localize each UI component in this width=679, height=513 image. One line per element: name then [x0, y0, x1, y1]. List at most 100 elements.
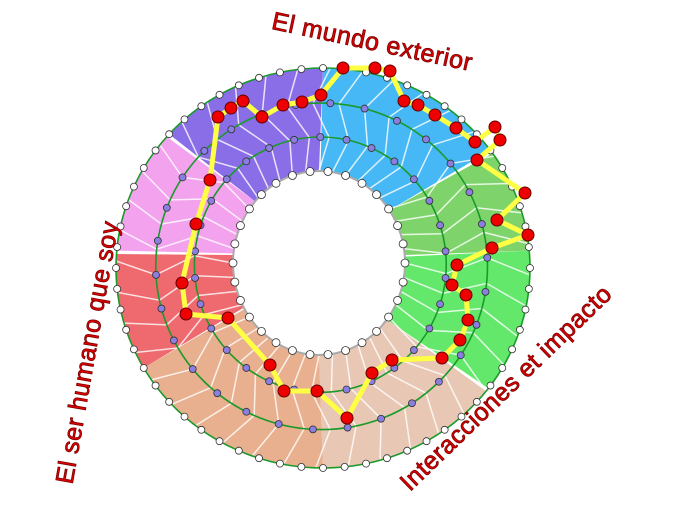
hole-node — [230, 239, 240, 249]
hole-node — [245, 312, 254, 322]
inner-node — [207, 324, 216, 333]
sector-beige — [319, 319, 487, 468]
inner-node — [265, 144, 273, 152]
mid-node — [274, 420, 283, 428]
outer-node — [234, 81, 243, 90]
mid-node — [408, 399, 416, 408]
hole-node — [372, 190, 381, 200]
red-node — [365, 366, 379, 380]
outer-node — [276, 68, 284, 77]
mesh-line — [400, 207, 523, 236]
mid-node — [377, 414, 385, 423]
red-node — [488, 120, 502, 134]
outer-node — [521, 305, 530, 314]
mid-node — [481, 287, 490, 296]
mesh-line — [395, 182, 511, 222]
red-node — [203, 173, 217, 187]
outer-node — [139, 164, 148, 172]
hole-node — [357, 178, 367, 188]
hole-node — [341, 346, 350, 355]
mesh-line — [344, 350, 382, 461]
mesh-line — [310, 354, 332, 469]
hole-node — [288, 171, 297, 180]
mid-node — [343, 423, 352, 432]
hole-node — [384, 312, 393, 322]
red-node — [490, 213, 504, 227]
inner-node — [367, 144, 376, 152]
hole-node — [228, 258, 238, 268]
mesh-line — [331, 71, 364, 173]
inner-node — [242, 364, 251, 372]
mid-node — [422, 135, 430, 144]
outer-node — [319, 464, 327, 472]
outer-node — [122, 202, 131, 211]
outer-node — [457, 115, 466, 124]
red-node — [277, 384, 291, 398]
mid-node — [157, 304, 166, 313]
sector-tan — [143, 309, 323, 468]
hole-node — [257, 190, 266, 200]
mesh-line — [128, 198, 238, 236]
mesh-line — [115, 254, 234, 276]
inner-node — [196, 300, 205, 308]
mesh-line — [251, 350, 294, 457]
inner-node — [222, 175, 231, 184]
mesh-line — [117, 275, 235, 302]
outer-node — [508, 345, 517, 354]
red-node — [445, 278, 459, 292]
hole-node — [384, 204, 393, 214]
red-node — [276, 98, 290, 112]
outer-node — [403, 446, 412, 455]
inner-node — [242, 157, 251, 166]
hole-node — [323, 350, 333, 359]
red-node — [211, 110, 225, 124]
hole-node — [236, 296, 245, 305]
inner-node — [207, 196, 216, 205]
outer-node — [383, 454, 391, 463]
mesh-line — [119, 229, 235, 251]
red-node — [461, 313, 475, 327]
outer-node — [197, 425, 206, 434]
sector-green-top — [389, 153, 530, 255]
hole-node — [341, 171, 350, 180]
inner-node — [441, 247, 450, 256]
mesh-line — [206, 101, 270, 189]
inner-node — [222, 346, 231, 354]
outer-node — [122, 325, 131, 334]
outer-node — [180, 115, 189, 124]
mesh-line — [395, 304, 505, 366]
mid-node — [456, 351, 465, 360]
mesh-line — [282, 353, 307, 465]
mid-node — [360, 104, 369, 113]
red-node — [468, 135, 482, 149]
mesh-line — [330, 353, 357, 467]
hole-node — [372, 326, 381, 336]
red-node — [189, 217, 203, 231]
sector-pink — [116, 136, 256, 254]
red-node — [179, 307, 193, 321]
red-node — [221, 311, 235, 325]
inner-node — [410, 175, 418, 184]
mid-node — [477, 220, 486, 228]
red-node — [493, 133, 507, 147]
mesh-line — [312, 67, 331, 172]
outer-node — [112, 264, 120, 272]
outer-node — [515, 202, 524, 211]
red-node — [255, 110, 269, 124]
hole-node — [323, 167, 333, 176]
hole-node — [271, 178, 281, 188]
outer-node — [255, 454, 263, 463]
sector-blue — [320, 68, 491, 211]
outer-node — [151, 146, 160, 155]
inner-node — [342, 385, 351, 394]
mid-node — [326, 99, 335, 108]
red-node — [453, 333, 467, 347]
inner-hole — [232, 170, 406, 356]
mid-node — [393, 116, 401, 125]
mesh-line — [344, 79, 395, 176]
inner-node — [290, 135, 299, 144]
red-node — [236, 94, 250, 108]
outer-node — [403, 81, 412, 90]
red-node — [470, 153, 484, 167]
inner-node — [316, 133, 325, 141]
